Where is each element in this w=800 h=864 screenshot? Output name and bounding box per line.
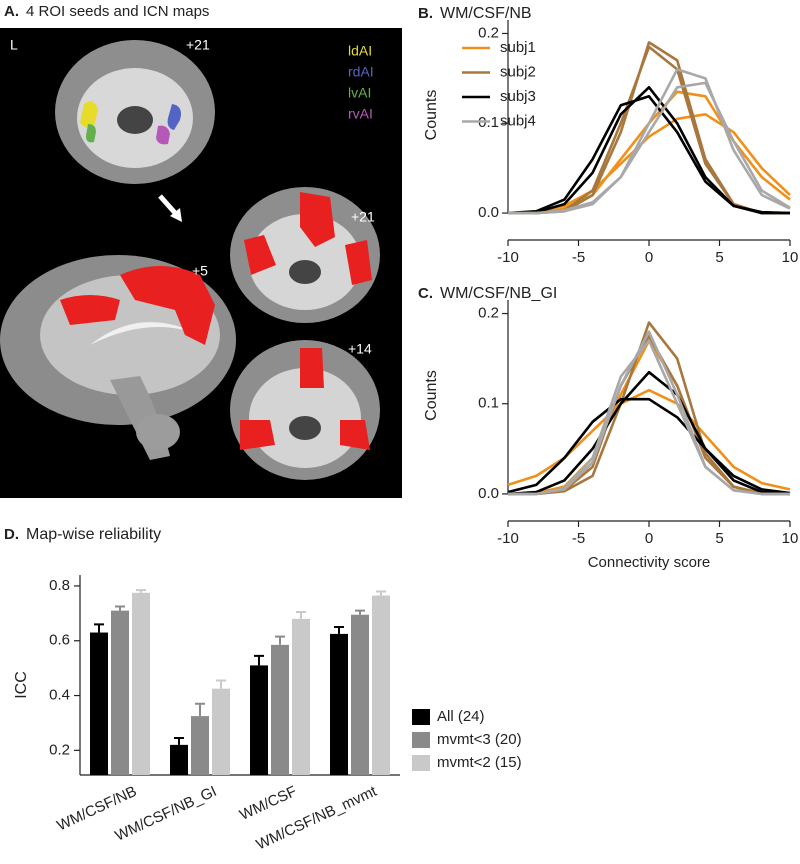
error-bar xyxy=(296,610,306,619)
y-axis-label: Counts xyxy=(423,370,440,421)
y-tick-label: 0.2 xyxy=(478,304,499,321)
panel-label: C. xyxy=(418,285,433,302)
legend-swatch xyxy=(412,732,430,748)
bar xyxy=(292,618,310,775)
error-bar xyxy=(94,623,104,633)
series-line xyxy=(507,95,790,215)
seed-label: lvAI xyxy=(348,85,371,101)
series-line xyxy=(507,388,791,491)
bar xyxy=(170,744,188,775)
chart-title: WM/CSF/NB_GI xyxy=(440,285,557,302)
error-bar xyxy=(254,654,264,666)
bar xyxy=(250,665,268,775)
y-tick-label: 0.8 xyxy=(49,577,70,594)
chart-title: WM/CSF/NB xyxy=(440,5,532,22)
brain-image xyxy=(0,28,402,498)
x-tick-label: 5 xyxy=(715,249,723,266)
legend-label: mvmt<2 (15) xyxy=(437,754,522,771)
bar xyxy=(212,688,230,775)
error-bar xyxy=(376,590,386,596)
series-line xyxy=(508,90,791,215)
y-axis-label: Counts xyxy=(423,90,440,141)
bar xyxy=(372,595,390,775)
error-bar xyxy=(195,702,205,717)
series-line xyxy=(507,397,791,495)
seed-label: ldAI xyxy=(348,43,372,59)
x-tick-label: 0 xyxy=(645,530,653,547)
bar xyxy=(351,614,369,775)
chart-title: Map-wise reliability xyxy=(26,526,161,543)
x-tick-label: 5 xyxy=(715,530,723,547)
slice-label: +21 xyxy=(186,37,210,53)
legend-label: subj2 xyxy=(500,63,536,80)
y-tick-label: 0.0 xyxy=(478,485,499,502)
error-bar xyxy=(355,609,365,615)
series-line xyxy=(508,68,791,215)
y-axis-label: ICC xyxy=(13,671,30,699)
y-tick-label: 0.2 xyxy=(478,24,499,41)
x-tick-label: -10 xyxy=(497,249,519,266)
slice-label: +5 xyxy=(192,263,208,279)
legend-label: subj3 xyxy=(500,88,536,105)
legend-swatch xyxy=(412,755,430,771)
y-tick-label: 0.1 xyxy=(478,395,499,412)
bar xyxy=(271,644,289,775)
series-line xyxy=(508,330,790,496)
y-tick-label: 0.6 xyxy=(49,632,70,649)
error-bar xyxy=(115,605,125,611)
panel-title: 4 ROI seeds and ICN maps xyxy=(26,3,209,20)
x-tick-label: -5 xyxy=(572,530,585,547)
series-line xyxy=(508,41,790,215)
bar xyxy=(330,633,348,775)
bar xyxy=(191,716,209,775)
error-bar xyxy=(216,679,226,689)
panel-label: D. xyxy=(4,526,19,543)
panel-label: B. xyxy=(418,5,433,22)
x-tick-label: 10 xyxy=(782,530,799,547)
legend-label: mvmt<3 (20) xyxy=(437,731,522,748)
x-tick-label: WM/CSF xyxy=(237,783,299,824)
panel-label: A. xyxy=(4,3,19,20)
seed-label: rdAI xyxy=(348,64,374,80)
legend-label: subj1 xyxy=(500,39,536,56)
bar xyxy=(111,610,129,775)
error-bar xyxy=(174,737,184,745)
legend-swatch xyxy=(412,709,430,725)
y-tick-label: 0.2 xyxy=(49,741,70,758)
series-line xyxy=(507,370,791,496)
series-line xyxy=(508,339,790,496)
legend-label: subj4 xyxy=(500,112,536,129)
x-tick-label: -10 xyxy=(497,530,519,547)
bar xyxy=(90,632,108,775)
slice-label: +14 xyxy=(348,341,372,357)
series-line xyxy=(508,81,791,215)
legend-label: All (24) xyxy=(437,708,485,725)
x-axis-label: Connectivity score xyxy=(588,554,711,571)
slice-label: +21 xyxy=(351,209,375,225)
bar xyxy=(132,592,150,775)
error-bar xyxy=(275,635,285,645)
y-tick-label: 0.4 xyxy=(49,687,70,704)
x-tick-label: 0 xyxy=(645,249,653,266)
error-bar xyxy=(136,589,146,593)
x-tick-label: -5 xyxy=(572,249,585,266)
x-tick-label: 10 xyxy=(782,249,799,266)
seed-label: rvAI xyxy=(348,106,373,122)
side-label: L xyxy=(10,37,18,53)
y-tick-label: 0.0 xyxy=(478,204,499,221)
error-bar xyxy=(334,626,344,634)
